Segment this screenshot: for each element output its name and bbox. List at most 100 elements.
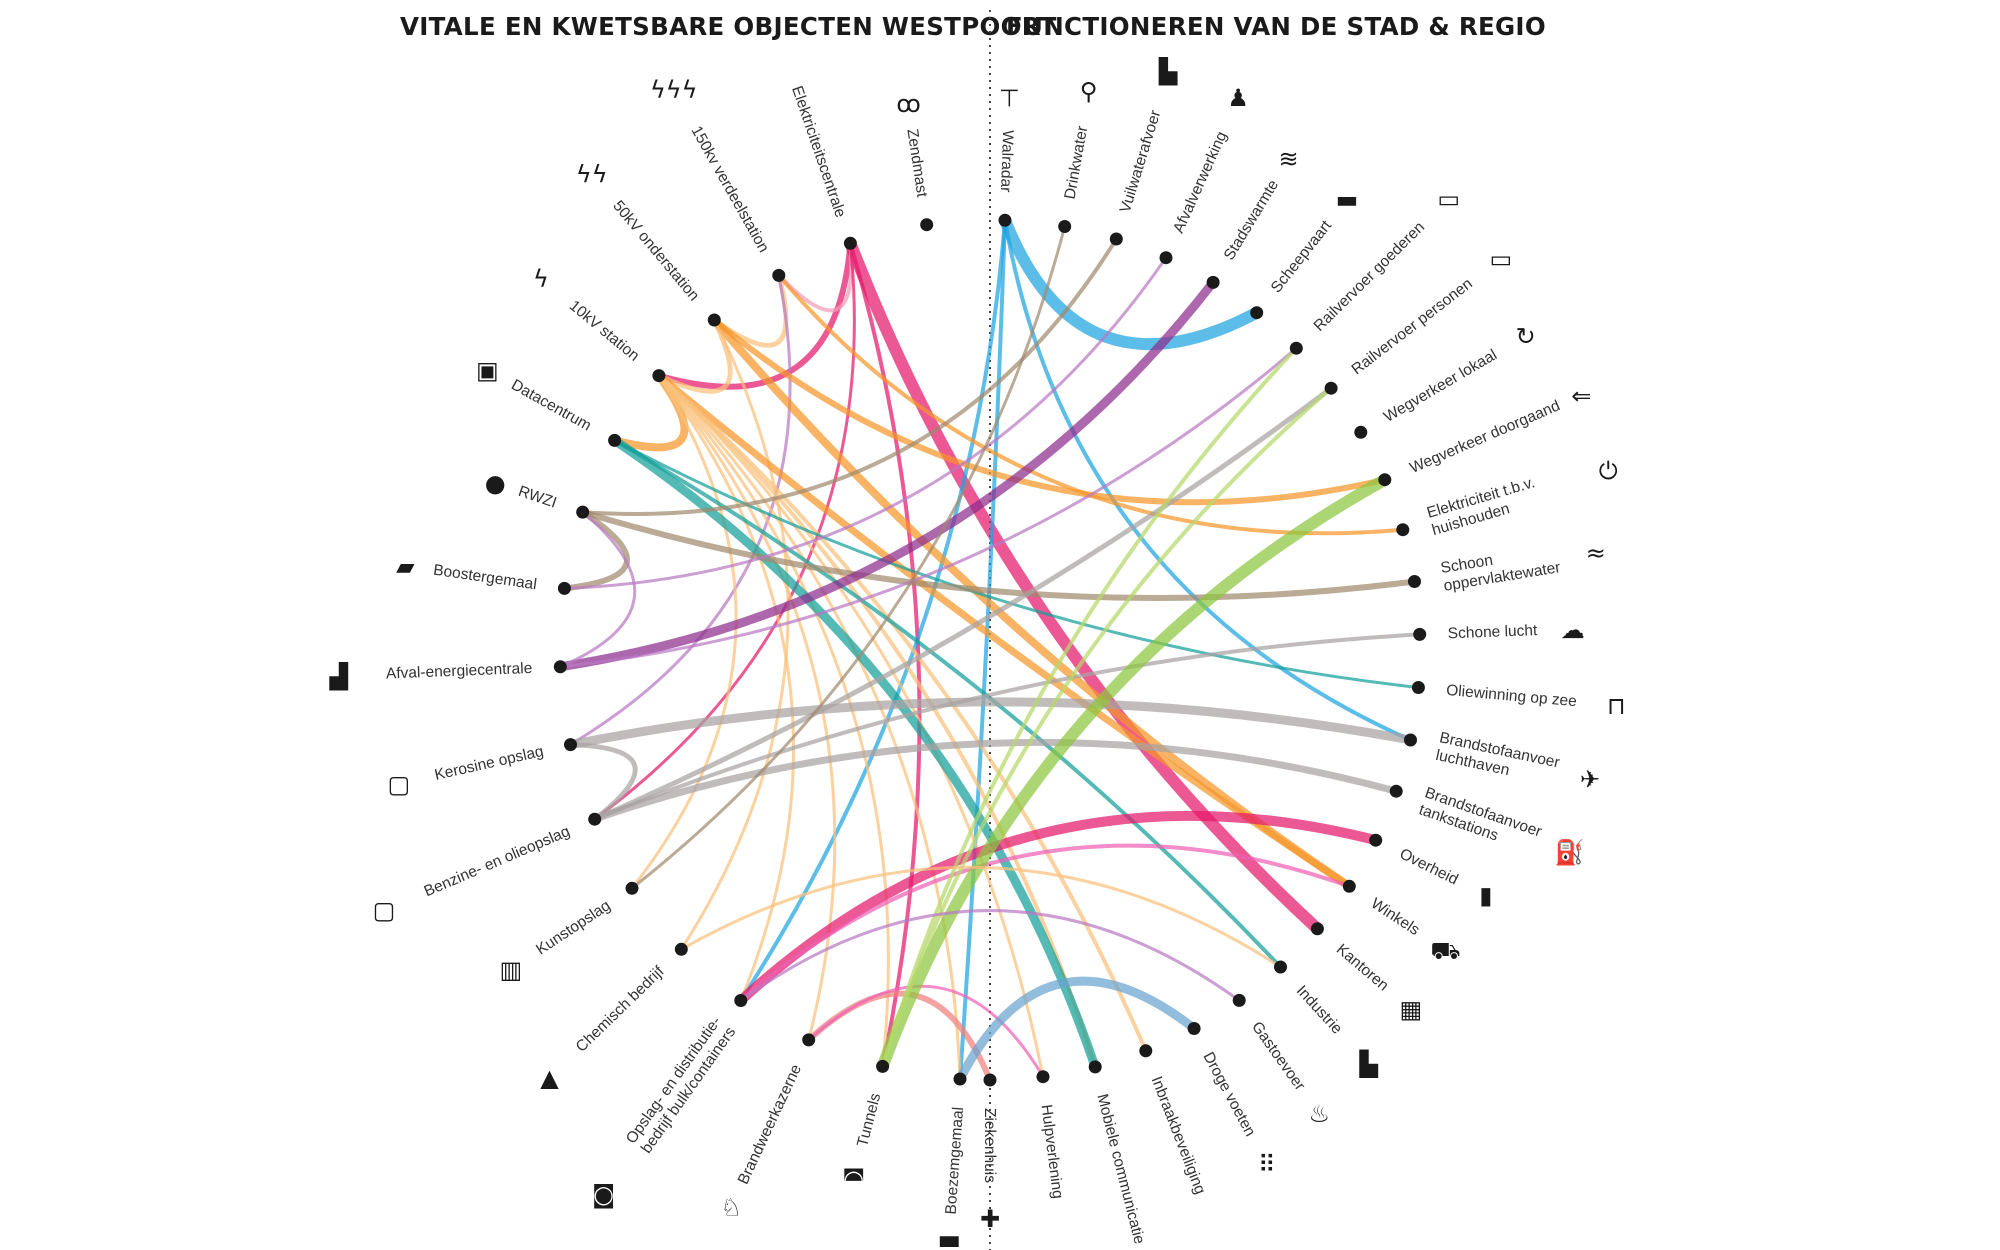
label-afval: Afval-energiecentrale: [386, 660, 533, 683]
label-text-rwzi: RWZI: [516, 483, 559, 512]
label-opslag: Opslag- en distributie-bedrijf bulk/cont…: [623, 1013, 740, 1156]
nodes-layer: [553, 213, 1427, 1087]
label-text-kerosine: Kerosine opslag: [433, 743, 545, 784]
label-text-opslag: Opslag- en distributie-: [623, 1013, 725, 1146]
label-benzine: Benzine- en olieopslag: [422, 823, 573, 900]
tap-icon: ⚲: [1080, 78, 1098, 106]
label-text-industrie: Industrie: [1293, 982, 1346, 1037]
labels-layer: Walradar ⊤ Zendmast ꝏ Elektriciteitscentrale…: [329, 57, 1626, 1247]
link-datacentrum-oliewinning: [613, 438, 1420, 689]
node-dot-brandstofluchthaven: [1404, 733, 1417, 747]
heat-icon: ≋: [1279, 145, 1299, 173]
label-text-afvalverwerking: Afvalverwerking: [1170, 129, 1230, 236]
link-10kv-mobiel: [656, 373, 1098, 1069]
label-railpersonen: Railvervoer personen: [1349, 275, 1476, 378]
label-afvalverwerking: Afvalverwerking: [1170, 129, 1230, 236]
link-datacentrum-industrie: [612, 438, 1283, 969]
node-dot-50kv: [707, 313, 721, 327]
label-brandweer: Brandweerkazerne: [735, 1062, 805, 1187]
label-text-winkels: Winkels: [1368, 895, 1423, 939]
link-50kv-chemisch: [679, 318, 790, 951]
label-mobiel: Mobiele communicatie: [1093, 1092, 1147, 1246]
label-winkels: Winkels: [1368, 895, 1423, 939]
node-dot-boezemgemaal: [953, 1072, 967, 1086]
node-dot-stadswarmte: [1206, 275, 1220, 289]
footprints-icon: ⠿: [1258, 1150, 1276, 1178]
node-dot-tunnels: [876, 1059, 890, 1073]
node-dot-drogevoeten: [1187, 1022, 1201, 1035]
link-walradar-boezemgemaal: [958, 218, 1007, 1081]
bolt-icon: ϟ: [533, 265, 549, 293]
links-layer: [555, 214, 1422, 1084]
label-inbraak: Inbraakbeveiliging: [1148, 1074, 1209, 1197]
link-opslag-gastoevoer: [739, 909, 1241, 1002]
label-text-elektriciteitscentrale: Elektriciteitscentrale: [788, 84, 849, 220]
label-drogevoeten: Droge voeten: [1199, 1049, 1258, 1139]
label-text-boezemgemaal: Boezemgemaal: [943, 1106, 967, 1215]
label-text-scheepvaart: Scheepvaart: [1268, 217, 1336, 296]
node-dot-railgoederen: [1289, 341, 1303, 355]
node-dot-brandweer: [802, 1033, 816, 1047]
pumping-station-icon: ▃: [939, 1219, 959, 1247]
label-text-railpersonen: Railvervoer personen: [1349, 275, 1476, 378]
link-chemisch-industrie: [679, 865, 1282, 969]
toilet-icon: ▙: [1158, 57, 1178, 86]
node-dot-kantoren: [1310, 922, 1324, 936]
node-dot-schonelucht: [1413, 627, 1427, 641]
link-elektriciteitscentrale-10kv: [655, 240, 854, 390]
government-icon: ▮: [1479, 882, 1492, 910]
node-dot-hulpverlening: [1036, 1070, 1050, 1084]
pump-icon: ▰: [396, 552, 415, 580]
fire-brigade-icon: ♘: [721, 1193, 743, 1221]
cart-icon: ⛟: [1430, 937, 1460, 965]
radar-icon: ⊤: [999, 85, 1020, 113]
label-text-50kv: 50kV onderstation: [609, 198, 702, 305]
node-dot-opslag: [734, 994, 748, 1007]
node-dot-drinkwater: [1058, 220, 1072, 233]
label-text-kantoren: Kantoren: [1333, 941, 1392, 995]
label-kunstopslag: Kunstopslag: [533, 897, 613, 958]
oil-storage-icon: ▢: [373, 896, 396, 924]
node-dot-boostergemaal: [557, 581, 571, 595]
label-10kv: 10kV station: [566, 297, 643, 364]
label-zendmast: Zendmast: [903, 128, 930, 199]
label-text-schonelucht: Schone lucht: [1447, 622, 1538, 642]
link-benzine-brandstoftank: [591, 738, 1400, 823]
node-dot-benzine: [588, 812, 602, 826]
node-dot-10kv: [652, 369, 666, 383]
link-walradar-opslag: [738, 218, 1007, 1003]
garbage-bag-icon: ♟: [1227, 84, 1249, 112]
label-kantoren: Kantoren: [1333, 941, 1392, 995]
plug-icon: ⏻: [1599, 457, 1618, 485]
label-text-datacentrum: Datacentrum: [508, 376, 594, 434]
link-10kv-boezemgemaal: [657, 374, 962, 1081]
antenna-icon: ꝏ: [896, 90, 920, 118]
node-dot-elektriciteitscentrale: [843, 236, 857, 250]
link-boezemgemaal-drogevoeten: [955, 976, 1199, 1084]
label-text-afval: Afval-energiecentrale: [386, 660, 533, 683]
node-dot-kerosine: [564, 738, 577, 752]
label-150kv: 150kv verdeelstation: [687, 123, 772, 255]
label-text-wegverkeerlokaal: Wegverkeer lokaal: [1381, 346, 1500, 425]
label-elektriciteit: Elektriciteit t.b.v.huishouden: [1425, 474, 1537, 539]
label-text-vuilwater: Vuilwaterafvoer: [1117, 108, 1164, 215]
node-dot-vuilwater: [1109, 232, 1123, 246]
label-text-gastoevoer: Gastoevoer: [1248, 1019, 1308, 1094]
label-text-tunnels: Tunnels: [854, 1091, 884, 1148]
drop-icon: ●: [485, 470, 506, 498]
title-right: FUNCTIONEREN VAN DE STAD & REGIO: [1006, 12, 1546, 41]
tunnel-icon: ◚: [842, 1165, 865, 1193]
label-rwzi: RWZI: [516, 483, 559, 512]
oil-rig-icon: ⊓: [1607, 692, 1626, 720]
container-icon: ◙: [592, 1180, 615, 1208]
hospital-cross-icon: ✚: [980, 1205, 1000, 1233]
label-boostergemaal: Boostergemaal: [432, 562, 538, 594]
node-dot-oppervlaktewater: [1408, 575, 1421, 588]
node-dot-150kv: [772, 268, 786, 282]
node-dot-inbraak: [1139, 1044, 1153, 1058]
node-dot-afval: [553, 660, 567, 674]
node-dot-chemisch: [674, 942, 688, 956]
label-text-brandweer: Brandweerkazerne: [735, 1062, 805, 1187]
label-text-oliewinning: Oliewinning op zee: [1446, 682, 1578, 710]
link-afval-rwzi: [558, 510, 637, 669]
